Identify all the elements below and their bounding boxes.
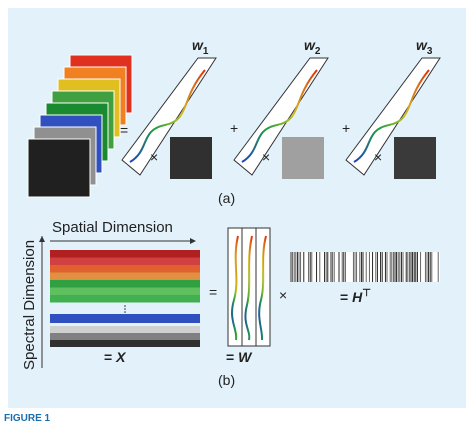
weight-curve (241, 69, 318, 163)
h-box (290, 252, 440, 282)
weight-index: 2 (315, 46, 321, 57)
weight-label: w2 (304, 37, 321, 57)
spectral-band (50, 326, 200, 333)
w-symbol: W (238, 349, 253, 365)
spectral-band (50, 280, 200, 288)
weight-symbol: w (416, 37, 428, 53)
h-matrix (290, 252, 440, 282)
weight-curve (129, 69, 206, 163)
spectral-band (50, 314, 200, 323)
plus: + (342, 120, 350, 136)
weight-curve (353, 69, 430, 163)
band-image (27, 138, 91, 198)
h-label: = H⊤ (340, 288, 371, 305)
times: × (150, 149, 158, 165)
spectral-band (50, 287, 200, 295)
abundance-map (394, 137, 436, 179)
caption-b: (b) (218, 372, 235, 388)
ellipsis-dot (124, 308, 126, 310)
weight-symbol: w (304, 37, 316, 53)
ellipsis-dot (124, 311, 126, 313)
h-superscript: ⊤ (362, 288, 371, 299)
spectral-band (50, 257, 200, 265)
spectral-band (50, 250, 200, 258)
caption-a: (a) (218, 190, 235, 206)
times: × (374, 149, 382, 165)
spectral-band (50, 333, 200, 340)
times: × (279, 287, 287, 303)
weight-index: 3 (427, 46, 433, 57)
abundance-map (282, 137, 324, 179)
equals: = (209, 284, 217, 300)
w-matrix (227, 227, 271, 347)
spectral-band (50, 265, 200, 273)
w-curve (258, 235, 267, 341)
w-label: = W (226, 349, 253, 365)
image-stack (27, 54, 133, 198)
weight-slabs: w1 w2 w3 (121, 37, 441, 179)
w-prefix: = (226, 349, 238, 365)
ellipsis-dot (124, 305, 126, 307)
h-symbol: H (352, 289, 363, 305)
spectral-label: Spectral Dimension (21, 240, 38, 370)
figure-caption: FIGURE 1 (4, 413, 51, 424)
data-matrix (50, 250, 200, 347)
x-label: = X (104, 349, 127, 365)
plus: + (230, 120, 238, 136)
h-prefix: = (340, 289, 352, 305)
arrowhead (190, 238, 196, 244)
arrowhead (39, 236, 45, 242)
w-curve (244, 235, 253, 341)
times: × (262, 149, 270, 165)
x-symbol: X (115, 349, 127, 365)
weight-symbol: w (192, 37, 204, 53)
weight-index: 1 (203, 46, 209, 57)
weight-label: w1 (192, 37, 209, 57)
w-curve (231, 235, 239, 341)
spectral-band (50, 340, 200, 347)
x-prefix: = (104, 349, 116, 365)
spectral-band (50, 272, 200, 280)
weight-label: w3 (416, 37, 433, 57)
abundance-map (170, 137, 212, 179)
spectral-band (50, 295, 200, 303)
spatial-label: Spatial Dimension (52, 219, 173, 236)
equals: = (120, 122, 128, 138)
